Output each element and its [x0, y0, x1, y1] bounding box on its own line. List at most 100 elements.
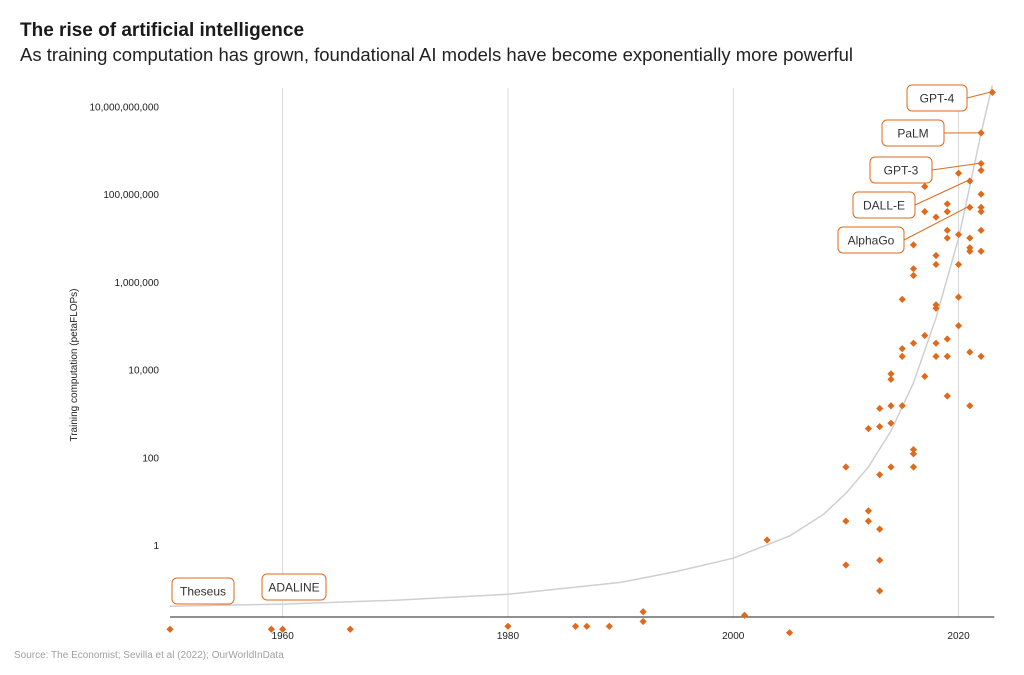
- data-point: [639, 617, 647, 626]
- data-point: [966, 203, 974, 212]
- data-point: [909, 339, 918, 347]
- data-point: [909, 463, 918, 471]
- data-point: [267, 625, 275, 633]
- data-point: [921, 372, 929, 380]
- data-point: [977, 208, 985, 216]
- data-point: [954, 169, 963, 177]
- trend-layer: [169, 85, 994, 608]
- x-tick-label: 1980: [497, 631, 520, 642]
- callout-label: AlphaGo: [848, 234, 895, 248]
- data-point: [909, 241, 918, 249]
- data-point: [346, 625, 354, 633]
- data-point: [954, 293, 963, 301]
- callout-box: [171, 577, 235, 605]
- callout-label: PaLM: [897, 127, 928, 141]
- data-point: [943, 226, 951, 234]
- chart-subtitle: As training computation has grown, found…: [20, 44, 853, 65]
- data-point: [932, 339, 940, 347]
- callout-palm: PaLM: [881, 119, 979, 147]
- data-point: [887, 370, 895, 378]
- data-point: [605, 622, 613, 630]
- data-point: [921, 208, 929, 216]
- data-point: [279, 625, 287, 633]
- data-point: [966, 348, 974, 356]
- data-point: [977, 166, 985, 174]
- data-point: [887, 419, 895, 427]
- data-point: [977, 203, 985, 212]
- callout-label: GPT-4: [920, 92, 955, 106]
- data-point: [932, 352, 940, 360]
- data-point: [932, 260, 940, 269]
- data-point: [504, 622, 512, 630]
- trend-line: [169, 85, 994, 608]
- source-note: Source: The Economist; Sevilla et al (20…: [14, 650, 284, 661]
- callout-box: [906, 84, 968, 112]
- data-point: [909, 445, 918, 454]
- data-point: [909, 265, 918, 273]
- callout-box: [852, 191, 916, 219]
- chart-title: The rise of artificial intelligence: [20, 20, 305, 41]
- data-point: [932, 251, 940, 260]
- data-point: [876, 587, 884, 595]
- callout-box: [261, 573, 327, 601]
- callout-box: [837, 226, 905, 254]
- data-point: [943, 335, 951, 343]
- data-point: [932, 301, 940, 309]
- data-point: [954, 260, 963, 269]
- data-point: [921, 182, 929, 191]
- data-point: [977, 352, 985, 360]
- data-point: [876, 404, 884, 413]
- data-point: [166, 625, 174, 633]
- callouts: Theseus ADALINE GPT-4 PaLM GPT-3 DALL-E AlphaG…: [171, 84, 990, 605]
- data-point: [943, 352, 951, 360]
- callout-box: [881, 119, 945, 147]
- callout-gpt-4: GPT-4: [906, 84, 990, 112]
- data-point: [943, 208, 951, 216]
- data-point: [898, 402, 906, 410]
- data-point: [876, 471, 884, 479]
- x-tick-label: 2000: [722, 631, 745, 642]
- data-point: [898, 352, 906, 360]
- data-point: [876, 556, 884, 564]
- callout-label: Theseus: [180, 585, 226, 599]
- callout-label: DALL-E: [863, 199, 905, 213]
- data-point: [977, 159, 985, 168]
- callout-label: ADALINE: [268, 581, 319, 595]
- callout-theseus: Theseus: [171, 577, 235, 605]
- callout-leader: [931, 163, 979, 171]
- data-point: [966, 177, 974, 185]
- y-tick-label: 1,000,000: [115, 278, 160, 289]
- callout-leader: [903, 206, 968, 241]
- y-axis-label: Training computation (petaFLOPs): [69, 288, 80, 441]
- data-point: [763, 536, 771, 544]
- data-point: [864, 425, 873, 433]
- callout-leader: [914, 180, 968, 206]
- y-tick-label: 100,000,000: [103, 190, 159, 201]
- data-point: [943, 200, 951, 208]
- data-point: [887, 463, 895, 471]
- data-point: [887, 375, 895, 383]
- data-point: [571, 622, 580, 630]
- data-point: [898, 295, 906, 303]
- data-point: [954, 322, 963, 330]
- data-point: [977, 129, 985, 137]
- data-point: [954, 230, 963, 239]
- data-point: [921, 331, 929, 340]
- callout-dall-e: DALL-E: [852, 180, 968, 219]
- data-point: [842, 463, 850, 471]
- data-point: [988, 88, 996, 96]
- callout-alphago: AlphaGo: [837, 206, 968, 254]
- data-point: [864, 507, 873, 515]
- data-point: [898, 345, 906, 353]
- data-points: [166, 88, 996, 637]
- grid-lines: [282, 88, 960, 617]
- data-point: [842, 517, 850, 525]
- data-point: [876, 423, 884, 431]
- y-tick-label: 100: [142, 453, 159, 464]
- y-tick-label: 1: [153, 541, 159, 552]
- data-point: [909, 271, 918, 280]
- x-tick-label: 1960: [272, 631, 295, 642]
- x-tick-label: 2020: [947, 631, 970, 642]
- data-point: [966, 402, 974, 410]
- data-point: [909, 450, 918, 458]
